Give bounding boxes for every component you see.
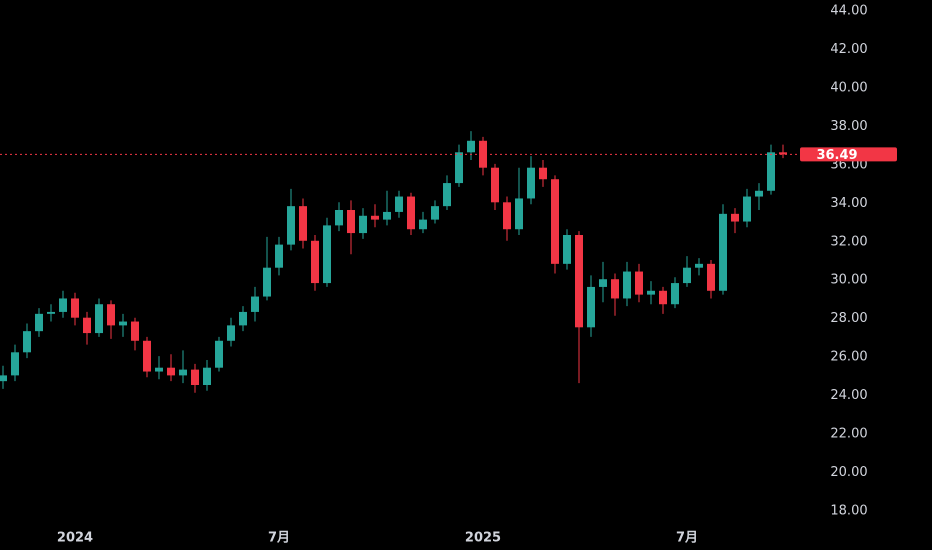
candle-body bbox=[527, 167, 535, 199]
candle-body bbox=[395, 196, 403, 212]
candle-body bbox=[251, 296, 259, 312]
x-tick-label: 2025 bbox=[465, 531, 501, 546]
candle-body bbox=[611, 279, 619, 299]
y-tick-label: 38.00 bbox=[830, 119, 867, 134]
last-price-label: 36.49 bbox=[816, 148, 857, 163]
candle-body bbox=[443, 183, 451, 207]
candle-body bbox=[71, 298, 79, 318]
y-tick-label: 34.00 bbox=[830, 196, 867, 211]
candle-body bbox=[263, 267, 271, 297]
candle-body bbox=[35, 313, 43, 332]
x-tick-label: 2024 bbox=[57, 531, 93, 546]
candle-body bbox=[635, 271, 643, 295]
candle-body bbox=[743, 196, 751, 222]
y-tick-label: 28.00 bbox=[830, 311, 867, 326]
y-tick-label: 22.00 bbox=[830, 427, 867, 442]
candle-body bbox=[107, 304, 115, 326]
candle-body bbox=[191, 369, 199, 385]
candle-body bbox=[23, 331, 31, 353]
candle-body bbox=[203, 367, 211, 385]
y-tick-label: 42.00 bbox=[830, 42, 867, 57]
x-tick-label: 7月 bbox=[268, 531, 290, 546]
candle-body bbox=[83, 317, 91, 334]
last-price-box bbox=[800, 147, 897, 162]
candle-body bbox=[467, 140, 475, 153]
y-tick-label: 20.00 bbox=[830, 465, 867, 480]
candle-body bbox=[551, 179, 559, 264]
candle-body bbox=[95, 304, 103, 334]
candle-body bbox=[623, 271, 631, 299]
candle-body bbox=[575, 235, 583, 328]
candle-body bbox=[779, 152, 787, 155]
candle-body bbox=[539, 167, 547, 180]
candle-body bbox=[11, 352, 19, 376]
candle-body bbox=[419, 219, 427, 230]
y-tick-label: 44.00 bbox=[830, 4, 867, 19]
candle-body bbox=[359, 215, 367, 234]
candle-body bbox=[131, 321, 139, 341]
candle-body bbox=[599, 279, 607, 287]
candle-body bbox=[407, 196, 415, 230]
candle-body bbox=[323, 225, 331, 284]
candle-body bbox=[215, 340, 223, 368]
candle-body bbox=[287, 206, 295, 245]
candle-body bbox=[731, 213, 739, 222]
candle-body bbox=[515, 198, 523, 230]
candle-body bbox=[335, 210, 343, 226]
y-tick-label: 40.00 bbox=[830, 80, 867, 95]
candle-body bbox=[479, 140, 487, 168]
candle-body bbox=[683, 267, 691, 284]
candle-body bbox=[227, 325, 235, 341]
candle-body bbox=[347, 210, 355, 234]
candle-body bbox=[119, 321, 127, 326]
candle-body bbox=[155, 367, 163, 372]
candle-body bbox=[431, 206, 439, 220]
candle-body bbox=[767, 152, 775, 191]
candle-body bbox=[239, 311, 247, 326]
candle-body bbox=[671, 283, 679, 305]
candle-body bbox=[47, 311, 55, 314]
candle-body bbox=[371, 215, 379, 220]
candle-body bbox=[0, 375, 7, 382]
candle-body bbox=[647, 290, 655, 295]
candle-body bbox=[695, 263, 703, 268]
candle-body bbox=[299, 206, 307, 241]
candle-body bbox=[455, 152, 463, 184]
candle-body bbox=[59, 298, 67, 312]
y-tick-label: 30.00 bbox=[830, 273, 867, 288]
candle-body bbox=[563, 235, 571, 264]
candle-body bbox=[755, 190, 763, 197]
candle-body bbox=[275, 244, 283, 268]
candle-body bbox=[383, 211, 391, 220]
candle-body bbox=[179, 369, 187, 376]
candle-body bbox=[719, 213, 727, 291]
candle-body bbox=[587, 286, 595, 328]
y-tick-label: 32.00 bbox=[830, 234, 867, 249]
y-tick-label: 18.00 bbox=[830, 504, 867, 519]
y-tick-label: 24.00 bbox=[830, 388, 867, 403]
candle-body bbox=[503, 202, 511, 230]
candle-body bbox=[143, 340, 151, 372]
candle-body bbox=[659, 290, 667, 305]
y-tick-label: 26.00 bbox=[830, 350, 867, 365]
candle-body bbox=[707, 263, 715, 291]
x-tick-label: 7月 bbox=[676, 531, 698, 546]
candle-body bbox=[311, 240, 319, 284]
candle-body bbox=[491, 167, 499, 203]
candle-body bbox=[167, 367, 175, 376]
